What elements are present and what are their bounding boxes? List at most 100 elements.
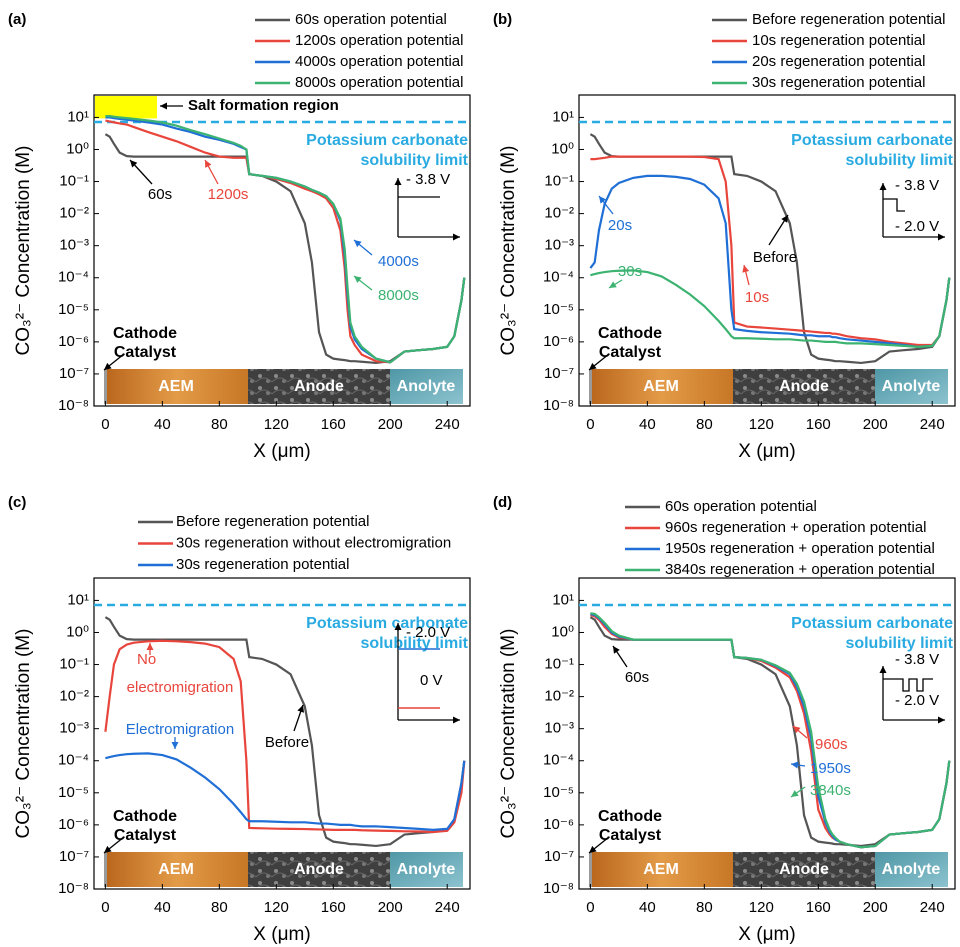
x-tick-label: 200	[378, 416, 403, 433]
arrow-head	[104, 845, 112, 853]
y-tick-label: 10⁻¹	[59, 173, 89, 190]
annotation: 3840s	[810, 782, 851, 799]
annotation: 20s	[608, 217, 632, 234]
legend-label: 8000s operation potential	[295, 74, 463, 91]
anode-label: Anode	[779, 861, 829, 878]
series-line	[104, 639, 466, 834]
aem-label: AEM	[158, 378, 194, 395]
series-line	[105, 114, 466, 364]
panel-label: (c)	[8, 494, 26, 511]
anode-region	[733, 369, 875, 404]
arrow-head	[589, 362, 597, 370]
aem-region	[590, 852, 733, 887]
series-line	[104, 616, 466, 848]
legend-label: Before regeneration potential	[752, 11, 945, 28]
y-tick-label: 10⁰	[551, 623, 574, 640]
y-tick-label: 10⁻⁸	[58, 397, 89, 414]
catalyst-layer	[589, 369, 592, 404]
arrow-head	[297, 705, 305, 713]
arrow-head	[130, 160, 138, 168]
catalyst-layer	[104, 852, 107, 887]
y-tick-label: 10⁻³	[59, 237, 89, 254]
panel: AEM Anode Anolyte Cathode Catalyst 10⁻⁸ 10⁻⁷ 10…	[493, 11, 956, 462]
annotation: 1200s	[208, 186, 249, 203]
annotation: 60s	[625, 669, 649, 686]
salt-region	[95, 96, 157, 119]
arrow-head	[879, 666, 887, 673]
x-tick-label: 240	[435, 416, 460, 433]
y-tick-label: 10⁻¹	[544, 173, 574, 190]
solubility-label: Potassium carbonate	[791, 132, 953, 149]
y-tick-label: 10⁰	[551, 140, 574, 157]
annotation: 4000s	[378, 253, 419, 270]
aem-label: AEM	[158, 861, 194, 878]
series-line	[105, 752, 466, 831]
arrow-head	[394, 178, 402, 185]
legend-label: 10s regeneration potential	[752, 32, 925, 49]
anolyte-region	[390, 369, 463, 404]
panel: AEM Anode Anolyte Cathode Catalyst 10⁻⁸ 10⁻⁷ 10…	[493, 494, 956, 945]
y-tick-label: 10⁻³	[59, 720, 89, 737]
arrow-head	[394, 623, 402, 630]
y-tick-label: 10⁻⁶	[58, 333, 89, 350]
catalyst-label: Cathode	[113, 808, 177, 825]
x-tick-label: 120	[264, 899, 289, 916]
x-tick-label: 80	[211, 416, 228, 433]
x-tick-label: 40	[639, 416, 656, 433]
annotation: 60s	[148, 186, 172, 203]
series-line	[590, 155, 951, 347]
arrow-head	[791, 790, 799, 797]
legend-label: 960s regeneration + operation potential	[665, 519, 926, 536]
catalyst-label: Catalyst	[599, 344, 662, 361]
solubility-label: solubility limit	[360, 152, 468, 169]
y-tick-label: 10¹	[552, 108, 574, 125]
arrow-head	[146, 643, 154, 650]
y-tick-label: 10¹	[67, 108, 89, 125]
catalyst-label: Cathode	[598, 808, 662, 825]
y-tick-label: 10⁻³	[544, 237, 574, 254]
catalyst-layer	[589, 852, 592, 887]
y-axis-label: CO₃²⁻ Concentration (M)	[498, 629, 519, 839]
annotation: 960s	[815, 736, 848, 753]
y-tick-label: 10⁻⁸	[543, 397, 574, 414]
legend-label: 20s regeneration potential	[752, 53, 925, 70]
anolyte-label: Anolyte	[882, 378, 941, 395]
arrow-head	[609, 281, 617, 288]
arrow-head	[938, 233, 945, 241]
annotation: Before	[265, 734, 309, 751]
arrow-head	[160, 102, 167, 110]
anode-label: Anode	[294, 378, 344, 395]
plot-frame	[578, 94, 956, 407]
anolyte-label: Anolyte	[397, 861, 456, 878]
inset-label: - 3.8 V	[895, 177, 939, 194]
y-tick-label: 10¹	[67, 591, 89, 608]
x-axis-label: X (μm)	[738, 924, 795, 945]
y-tick-label: 10⁻⁷	[544, 848, 574, 865]
legend-label: 60s operation potential	[665, 498, 817, 515]
solubility-label: Potassium carbonate	[791, 615, 953, 632]
inset-waveform	[883, 678, 933, 692]
legend-label: 30s regeneration potential	[752, 74, 925, 91]
anolyte-region	[390, 852, 463, 887]
legend-label: 3840s regeneration + operation potential	[665, 561, 935, 578]
anolyte-label: Anolyte	[397, 378, 456, 395]
y-tick-label: 10⁻⁶	[543, 333, 574, 350]
y-tick-label: 10⁻⁷	[59, 848, 89, 865]
x-tick-label: 120	[264, 416, 289, 433]
solubility-label: Potassium carbonate	[306, 615, 468, 632]
x-tick-label: 240	[435, 899, 460, 916]
x-tick-label: 160	[806, 899, 831, 916]
aem-region	[105, 369, 248, 404]
arrow-head	[938, 716, 945, 724]
x-tick-label: 160	[321, 416, 346, 433]
arrow-head	[354, 276, 362, 284]
inset-label: - 2.0 V	[895, 218, 939, 235]
y-tick-label: 10⁰	[66, 623, 89, 640]
solubility-label: solubility limit	[360, 635, 468, 652]
x-tick-label: 0	[586, 416, 594, 433]
y-tick-label: 10⁻⁴	[58, 269, 89, 286]
panel-label: (a)	[8, 11, 26, 28]
annotation: 30s	[618, 263, 642, 280]
panel-label: (d)	[493, 494, 512, 511]
arrow-head	[599, 196, 607, 204]
